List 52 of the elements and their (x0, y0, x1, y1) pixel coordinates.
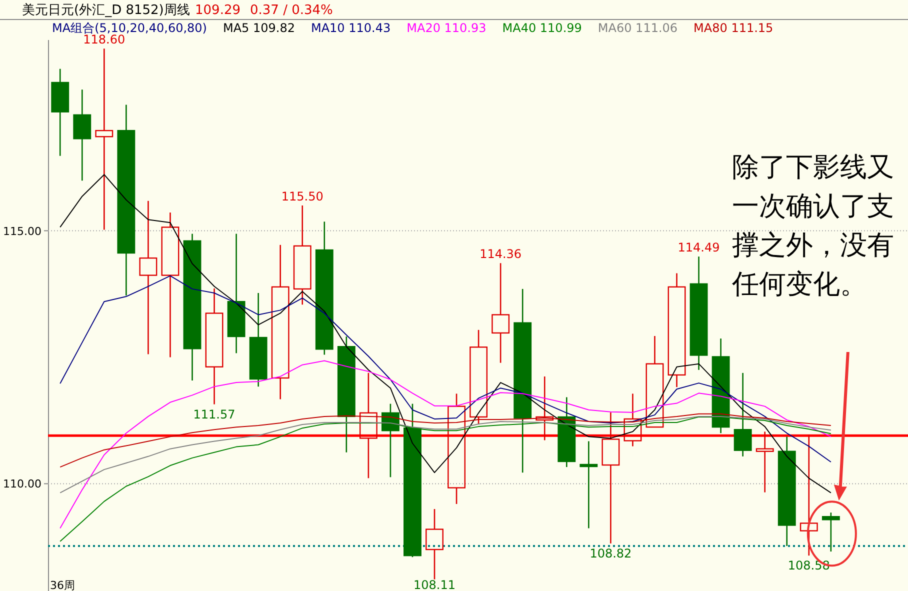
text: MA40 110.99 (502, 21, 582, 35)
candlestick (448, 393, 466, 505)
candlestick (558, 396, 576, 468)
y-tick-label: 115.00 (3, 224, 42, 238)
candlestick (624, 393, 642, 447)
candlestick (756, 430, 774, 493)
annotation: 114.49 (678, 240, 720, 255)
candlestick (315, 220, 334, 356)
candlestick (51, 68, 70, 157)
candlestick (227, 233, 246, 354)
annotation: 111.57 (193, 407, 236, 422)
legend-title: MA组合(5,10,20,40,60,80) (52, 21, 207, 35)
candlestick (492, 262, 510, 364)
candlestick (183, 233, 202, 382)
candlestick (580, 440, 598, 529)
candlestick (712, 338, 730, 434)
annotation: 114.36 (480, 247, 522, 262)
candlestick (337, 336, 356, 454)
chart-title: 美元日元(外汇_D 8152)周线 (22, 2, 190, 18)
candlestick (205, 288, 224, 405)
text: MA5 109.82 (222, 21, 295, 35)
y-tick-label: 110.00 (3, 478, 42, 491)
candlestick (139, 200, 158, 355)
annotation: 115.50 (281, 189, 324, 204)
annotation: 108.11 (414, 578, 456, 591)
candlestick (536, 376, 554, 441)
candlestick (249, 292, 268, 388)
candlestick (293, 204, 312, 306)
text: 0.37 / 0.34% (250, 3, 333, 18)
text: MA80 111.15 (694, 21, 774, 35)
candlestick (690, 256, 708, 371)
annotation: 36周 (50, 579, 75, 591)
candlestick (602, 412, 620, 544)
candlestick (271, 244, 290, 400)
text: MA10 110.43 (310, 21, 391, 35)
text: MA60 111.06 (598, 21, 678, 35)
candlestick (73, 88, 92, 182)
annotation: 118.60 (83, 32, 126, 47)
candlestick (734, 372, 752, 458)
annotation: 除了下影线又一次确认了支撑之外，没有任何变化。 (732, 151, 895, 301)
annotation: 108.82 (590, 546, 632, 560)
candlestick (161, 212, 180, 358)
candlestick (95, 48, 114, 230)
text: 109.29 (195, 3, 240, 18)
candlestick (668, 272, 686, 388)
candlestick (117, 104, 136, 296)
candlestick (514, 288, 532, 474)
candlestick (426, 508, 444, 580)
candlestick (359, 372, 378, 479)
text: MA20 110.93 (406, 21, 486, 35)
line-series (60, 360, 832, 529)
candlestick (778, 436, 796, 547)
